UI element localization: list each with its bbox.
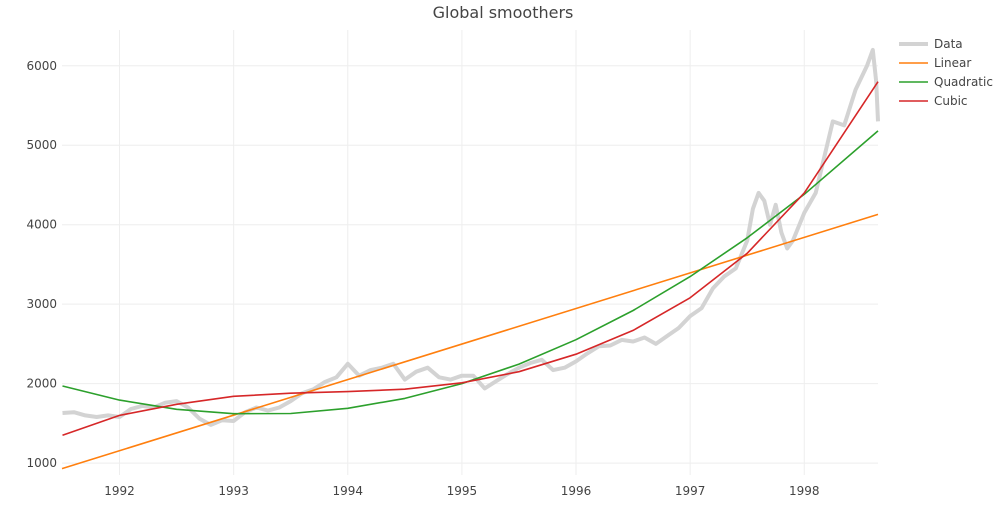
x-tick-label: 1997 (675, 484, 706, 498)
x-tick-label: 1996 (561, 484, 592, 498)
x-axis-ticks: 1992 1993 1994 1995 1996 1997 1998 (104, 484, 819, 498)
y-axis-ticks: 1000 2000 3000 4000 5000 6000 (26, 59, 57, 470)
y-tick-label: 3000 (26, 297, 57, 311)
legend: Data Linear Quadratic Cubic (899, 37, 993, 108)
x-tick-label: 1993 (218, 484, 249, 498)
grid (62, 30, 878, 475)
x-tick-label: 1998 (789, 484, 820, 498)
series-line-cubic (62, 81, 879, 437)
y-tick-label: 2000 (26, 377, 57, 391)
y-tick-label: 4000 (26, 218, 57, 232)
x-tick-label: 1994 (332, 484, 363, 498)
legend-item-cubic[interactable]: Cubic (934, 94, 968, 108)
legend-item-linear[interactable]: Linear (934, 56, 971, 70)
x-tick-label: 1992 (104, 484, 135, 498)
y-tick-label: 6000 (26, 59, 57, 73)
series-line-data (62, 47, 880, 427)
x-tick-label: 1995 (447, 484, 478, 498)
chart-title: Global smoothers (433, 3, 574, 22)
legend-item-data[interactable]: Data (934, 37, 963, 51)
series-lines (61, 47, 880, 470)
y-tick-label: 1000 (26, 456, 57, 470)
series-line-quadratic (62, 130, 879, 415)
legend-item-quadratic[interactable]: Quadratic (934, 75, 993, 89)
series-line-linear (61, 213, 879, 470)
y-tick-label: 5000 (26, 138, 57, 152)
